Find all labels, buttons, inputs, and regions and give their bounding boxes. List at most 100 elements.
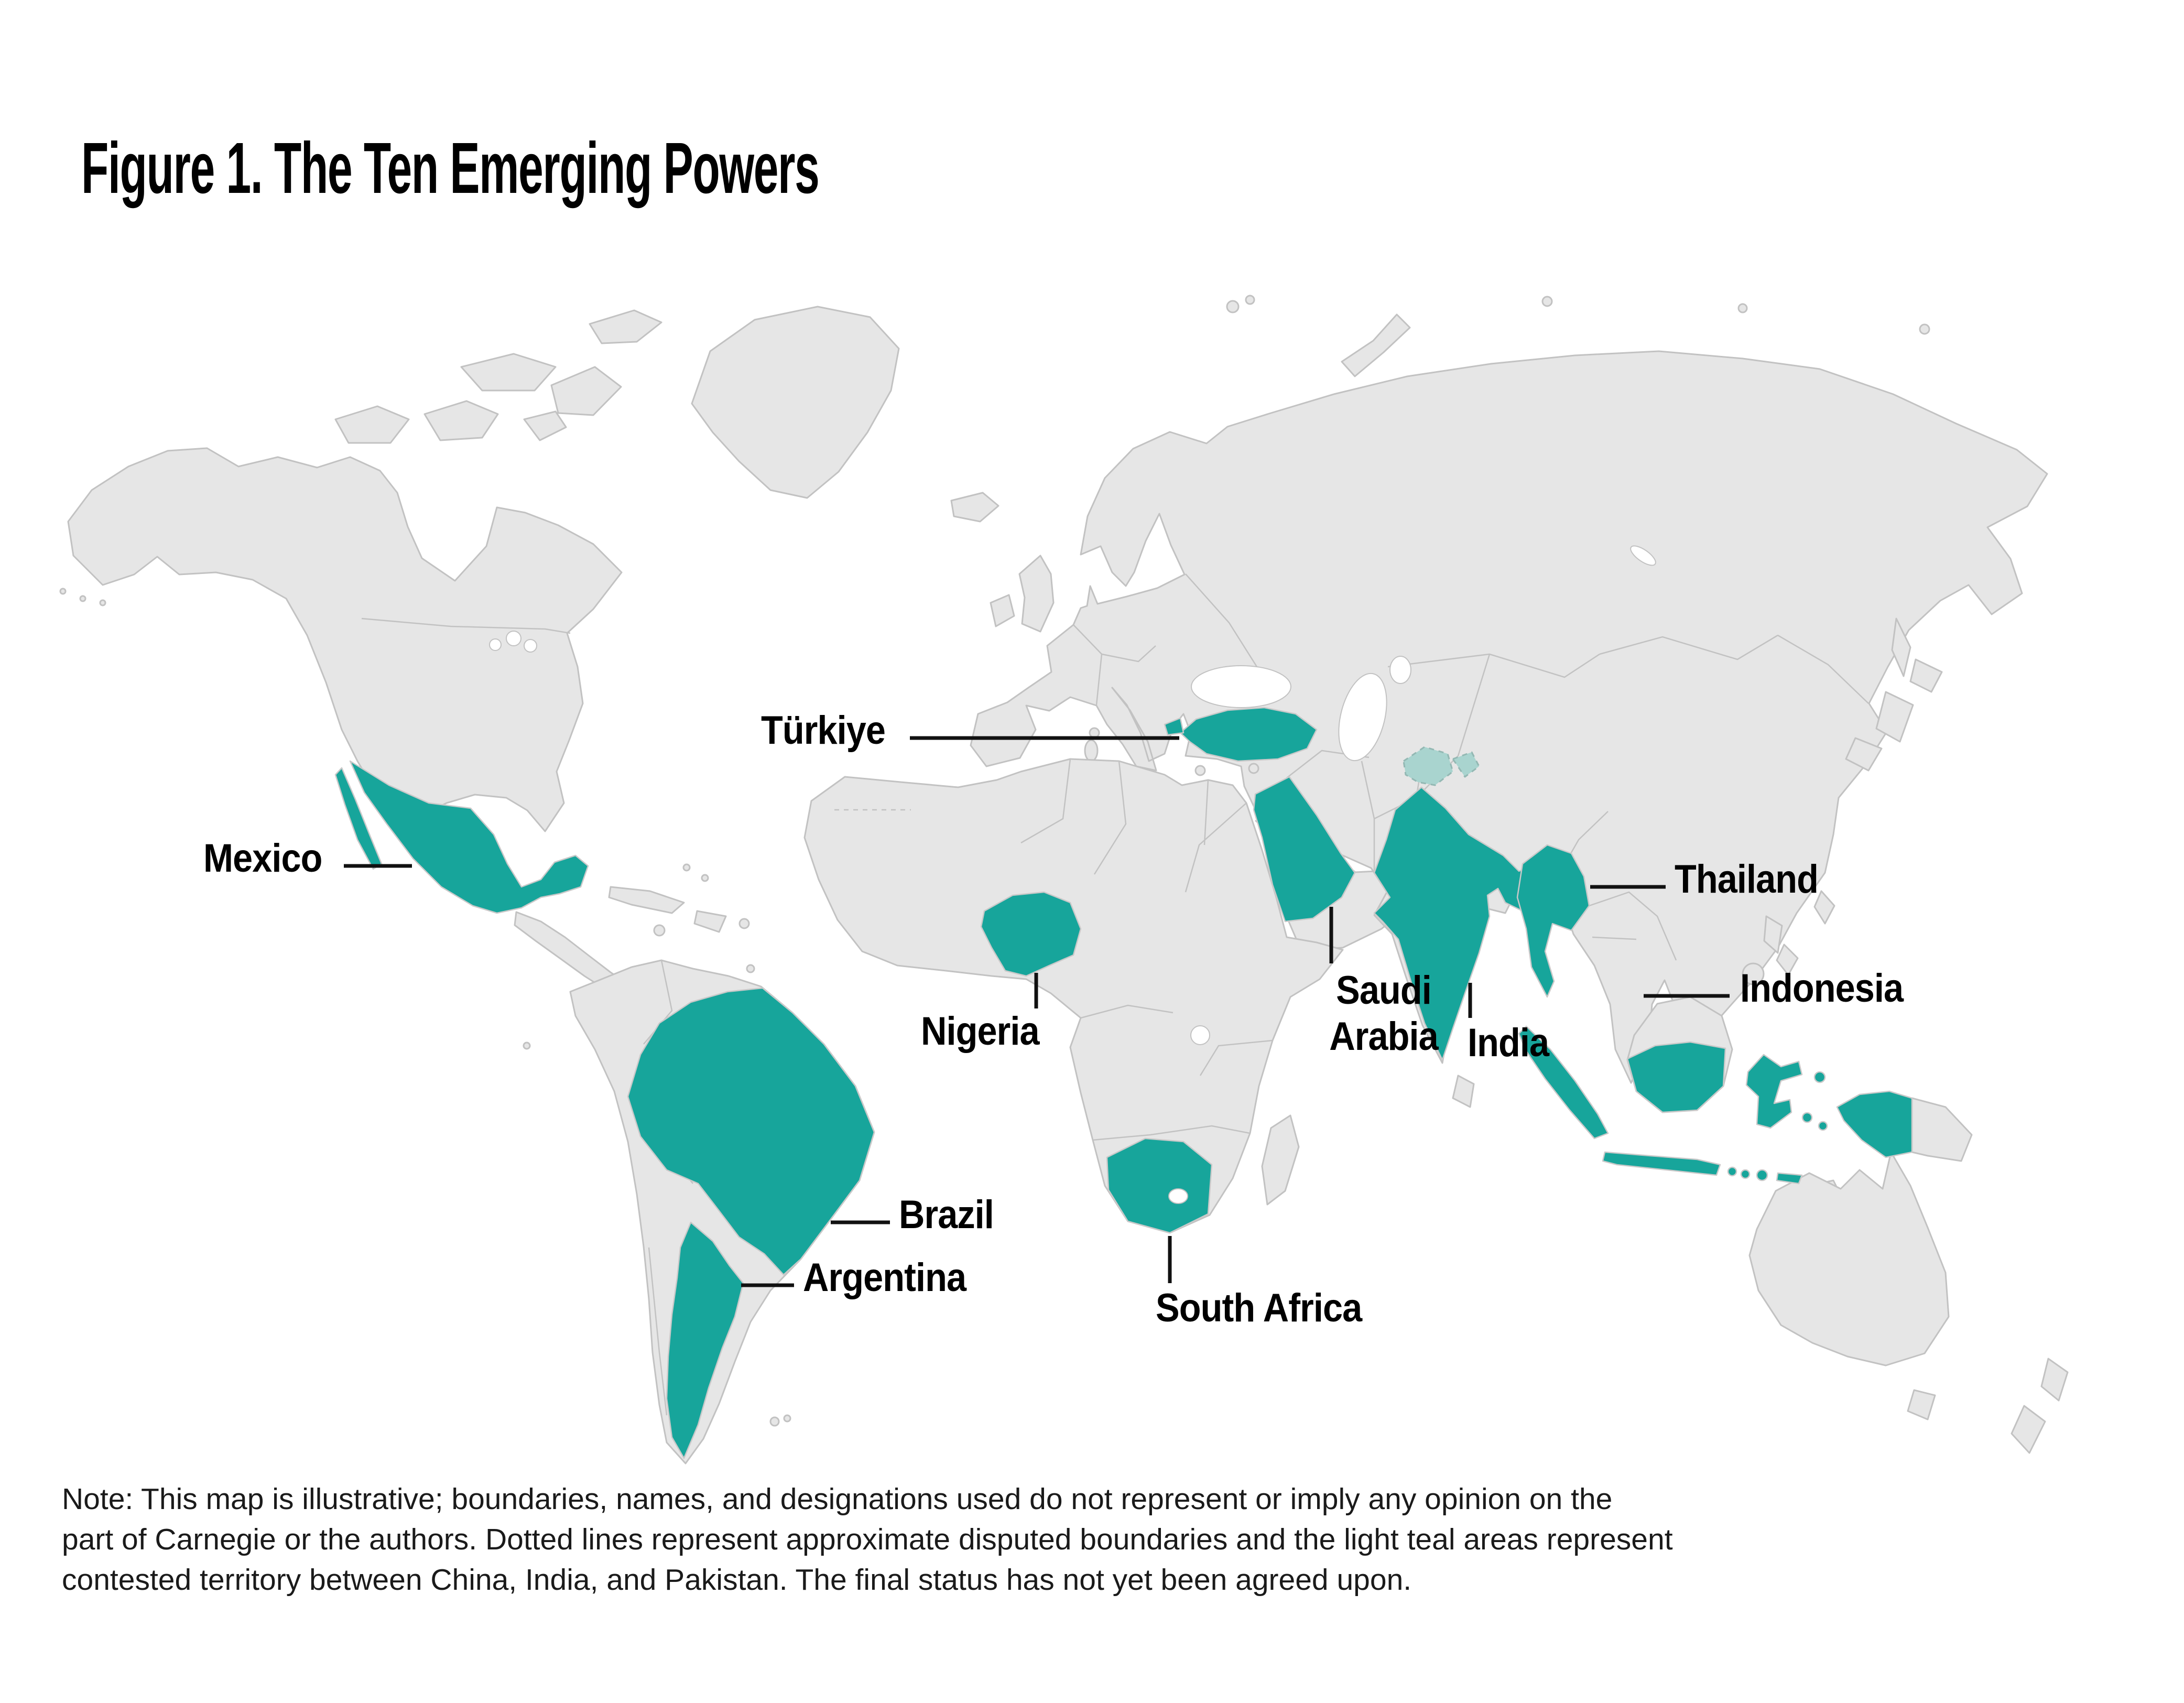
disputed-areas [1403,746,1480,786]
label-indonesia: Indonesia [1740,966,1904,1011]
label-thailand: Thailand [1675,857,1819,902]
border-africa-northwest [1020,758,1071,844]
island-cyprus [1248,763,1259,774]
border-libya-egypt [1203,779,1209,845]
country-turkiye-thrace [1164,717,1185,736]
island-svalbard-2 [1245,295,1255,305]
page-title: Figure 1. The Ten Emerging Powers [81,128,820,209]
island-trinidad [746,964,755,973]
label-nigeria: Nigeria [921,1009,1039,1054]
lake-victoria [1190,1025,1210,1045]
island-tasmania [1907,1389,1936,1420]
island-svalbard [1226,300,1240,313]
island-puerto-rico [738,918,750,929]
country-saudi-arabia [1253,776,1356,923]
border-laos-vietnam [1589,891,1677,961]
country-nigeria [980,891,1082,977]
island-wrangel [1919,323,1930,335]
border-central-africa [1080,1004,1174,1019]
island-madagascar [1261,1114,1300,1206]
label-mexico: Mexico [203,836,322,881]
island-galapagos [523,1042,531,1050]
country-mexico-baja [334,767,383,870]
country-indonesia-halmahera [1813,1071,1826,1083]
country-indonesia-java [1602,1151,1721,1176]
country-turkiye [1179,707,1318,762]
country-indonesia-sumbawa [1756,1169,1768,1181]
label-argentina: Argentina [803,1255,966,1300]
caspian-sea [1338,672,1387,762]
island-falkland [769,1416,780,1427]
aral-sea [1389,656,1411,684]
country-indonesia-buru [1818,1121,1828,1131]
border-mongolia [1599,634,1778,660]
border-cambodia [1592,936,1637,940]
country-indonesia-sumatra [1518,1025,1609,1140]
island-hispaniola [693,910,727,933]
border-egypt-sudan [1185,802,1247,893]
island-sri-lanka [1452,1075,1475,1108]
border-chile-argentina [648,1247,668,1416]
disputed-kashmir-east [1452,751,1480,778]
island-corsica [1089,727,1100,739]
landmass-ireland [990,594,1015,627]
landmass-australia [1748,1151,1950,1366]
landmass-papua-new-guinea [1911,1097,1973,1162]
great-lake-2 [524,639,537,653]
island-bahamas [682,863,691,872]
island-taiwan [1813,890,1835,925]
highlighted-countries [334,707,1913,1459]
country-brazil [627,987,875,1276]
leader-lines [344,736,1730,1287]
label-saudi-arabia-line2: Arabia [1329,1014,1438,1059]
country-mexico [349,760,589,914]
note-line-3: contested territory between China, India… [62,1563,1412,1597]
country-indonesia-kalimantan [1626,1041,1726,1113]
note-line-1: Note: This map is illustrative; boundari… [62,1482,1613,1516]
country-indonesia-flores [1776,1172,1803,1185]
landmass-britain [1018,555,1055,633]
island-crete [1194,765,1206,776]
label-brazil: Brazil [899,1192,994,1237]
label-south-africa: South Africa [1156,1286,1362,1330]
landmass-philippines [1763,915,1799,976]
country-indonesia-lombok [1740,1169,1751,1179]
island-jamaica [653,924,666,937]
landmass-sakhalin [1891,617,1911,677]
water-bodies [489,545,1656,1045]
landmass-arctic-islands [334,309,662,444]
country-thailand [1516,844,1590,998]
country-india [1373,786,1559,1061]
lake-baikal [1630,545,1656,566]
island-sardinia [1084,739,1099,762]
island-aleutian-3 [99,599,106,606]
label-saudi-arabia-line1: Saudi [1336,968,1432,1013]
country-indonesia-ceram [1801,1112,1813,1123]
border-us-canada [361,617,571,634]
island-hainan [1742,962,1765,985]
border-europe-2 [1101,645,1156,663]
country-indonesia-bali [1727,1166,1737,1177]
border-china-russia [1777,634,1869,704]
island-severnaya [1541,296,1553,307]
landmass-novaya-zemlya [1341,313,1411,377]
landmass-iceland [950,492,999,523]
border-east-africa [1199,1039,1273,1076]
island-cuba [608,886,685,914]
great-lake-3 [489,638,502,651]
island-aleutian-1 [59,588,67,595]
black-sea [1191,665,1291,708]
disputed-kashmir-west [1403,746,1454,786]
country-south-africa [1106,1137,1213,1234]
country-indonesia-sulawesi [1745,1054,1803,1129]
note-line-2: part of Carnegie or the authors. Dotted … [62,1523,1673,1556]
border-southern-africa [1092,1125,1251,1141]
country-argentina [666,1221,744,1459]
landmass-greenland [691,306,900,499]
lesotho-enclave [1168,1188,1188,1204]
border-europe-russia [1185,573,1258,667]
island-bahamas-2 [701,874,709,882]
landmass-north-america [67,447,623,832]
label-turkiye: Türkiye [761,708,886,753]
figure-note: Note: This map is illustrative; boundari… [62,1479,2012,1600]
